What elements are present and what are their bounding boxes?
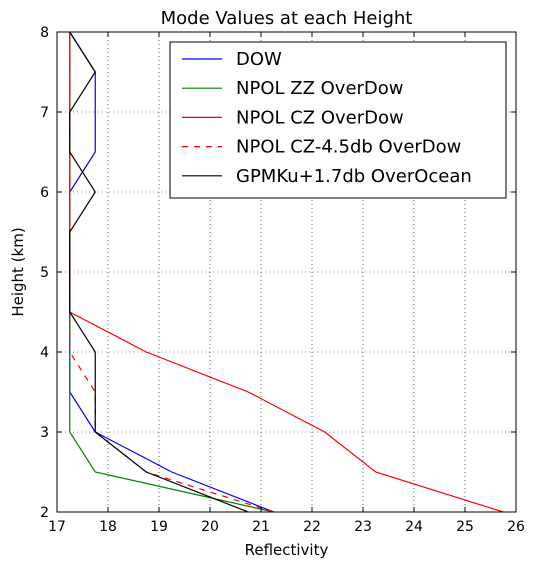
x-tick-label: 22 [303, 519, 321, 535]
legend-label: NPOL CZ OverDow [236, 107, 404, 128]
y-axis-title: Height (km) [9, 227, 27, 316]
series-line-5 [69, 32, 249, 512]
x-tick-label: 20 [201, 519, 219, 535]
x-tick-label: 25 [456, 519, 474, 535]
y-tick-label: 3 [40, 425, 49, 441]
y-tick-label: 7 [40, 105, 49, 121]
legend: DOW NPOL ZZ OverDow NPOL CZ OverDow NPOL CZ… [169, 41, 507, 199]
chart-title: Mode Values at each Height [161, 8, 413, 29]
y-tick-label: 8 [40, 25, 49, 41]
legend-box [169, 41, 507, 199]
legend-label: DOW [236, 49, 282, 70]
x-tick-label: 24 [405, 519, 423, 535]
series-layer [69, 32, 504, 512]
y-tick-label: 2 [40, 505, 49, 521]
y-tick-label: 5 [40, 265, 49, 281]
x-tick-label: 17 [48, 519, 66, 535]
x-tick-label: 26 [507, 519, 525, 535]
x-tick-label: 19 [150, 519, 168, 535]
y-tick-label: 6 [40, 185, 49, 201]
x-tick-label: 23 [354, 519, 372, 535]
y-tick-label: 4 [40, 345, 49, 361]
x-tick-label: 21 [252, 519, 270, 535]
legend-label: NPOL ZZ OverDow [236, 78, 404, 99]
legend-label: NPOL CZ-4.5db OverDow [236, 137, 461, 158]
x-tick-label: 18 [99, 519, 117, 535]
x-axis-title: Reflectivity [245, 541, 329, 559]
legend-label: GPMKu+1.7db OverOcean [236, 166, 472, 187]
